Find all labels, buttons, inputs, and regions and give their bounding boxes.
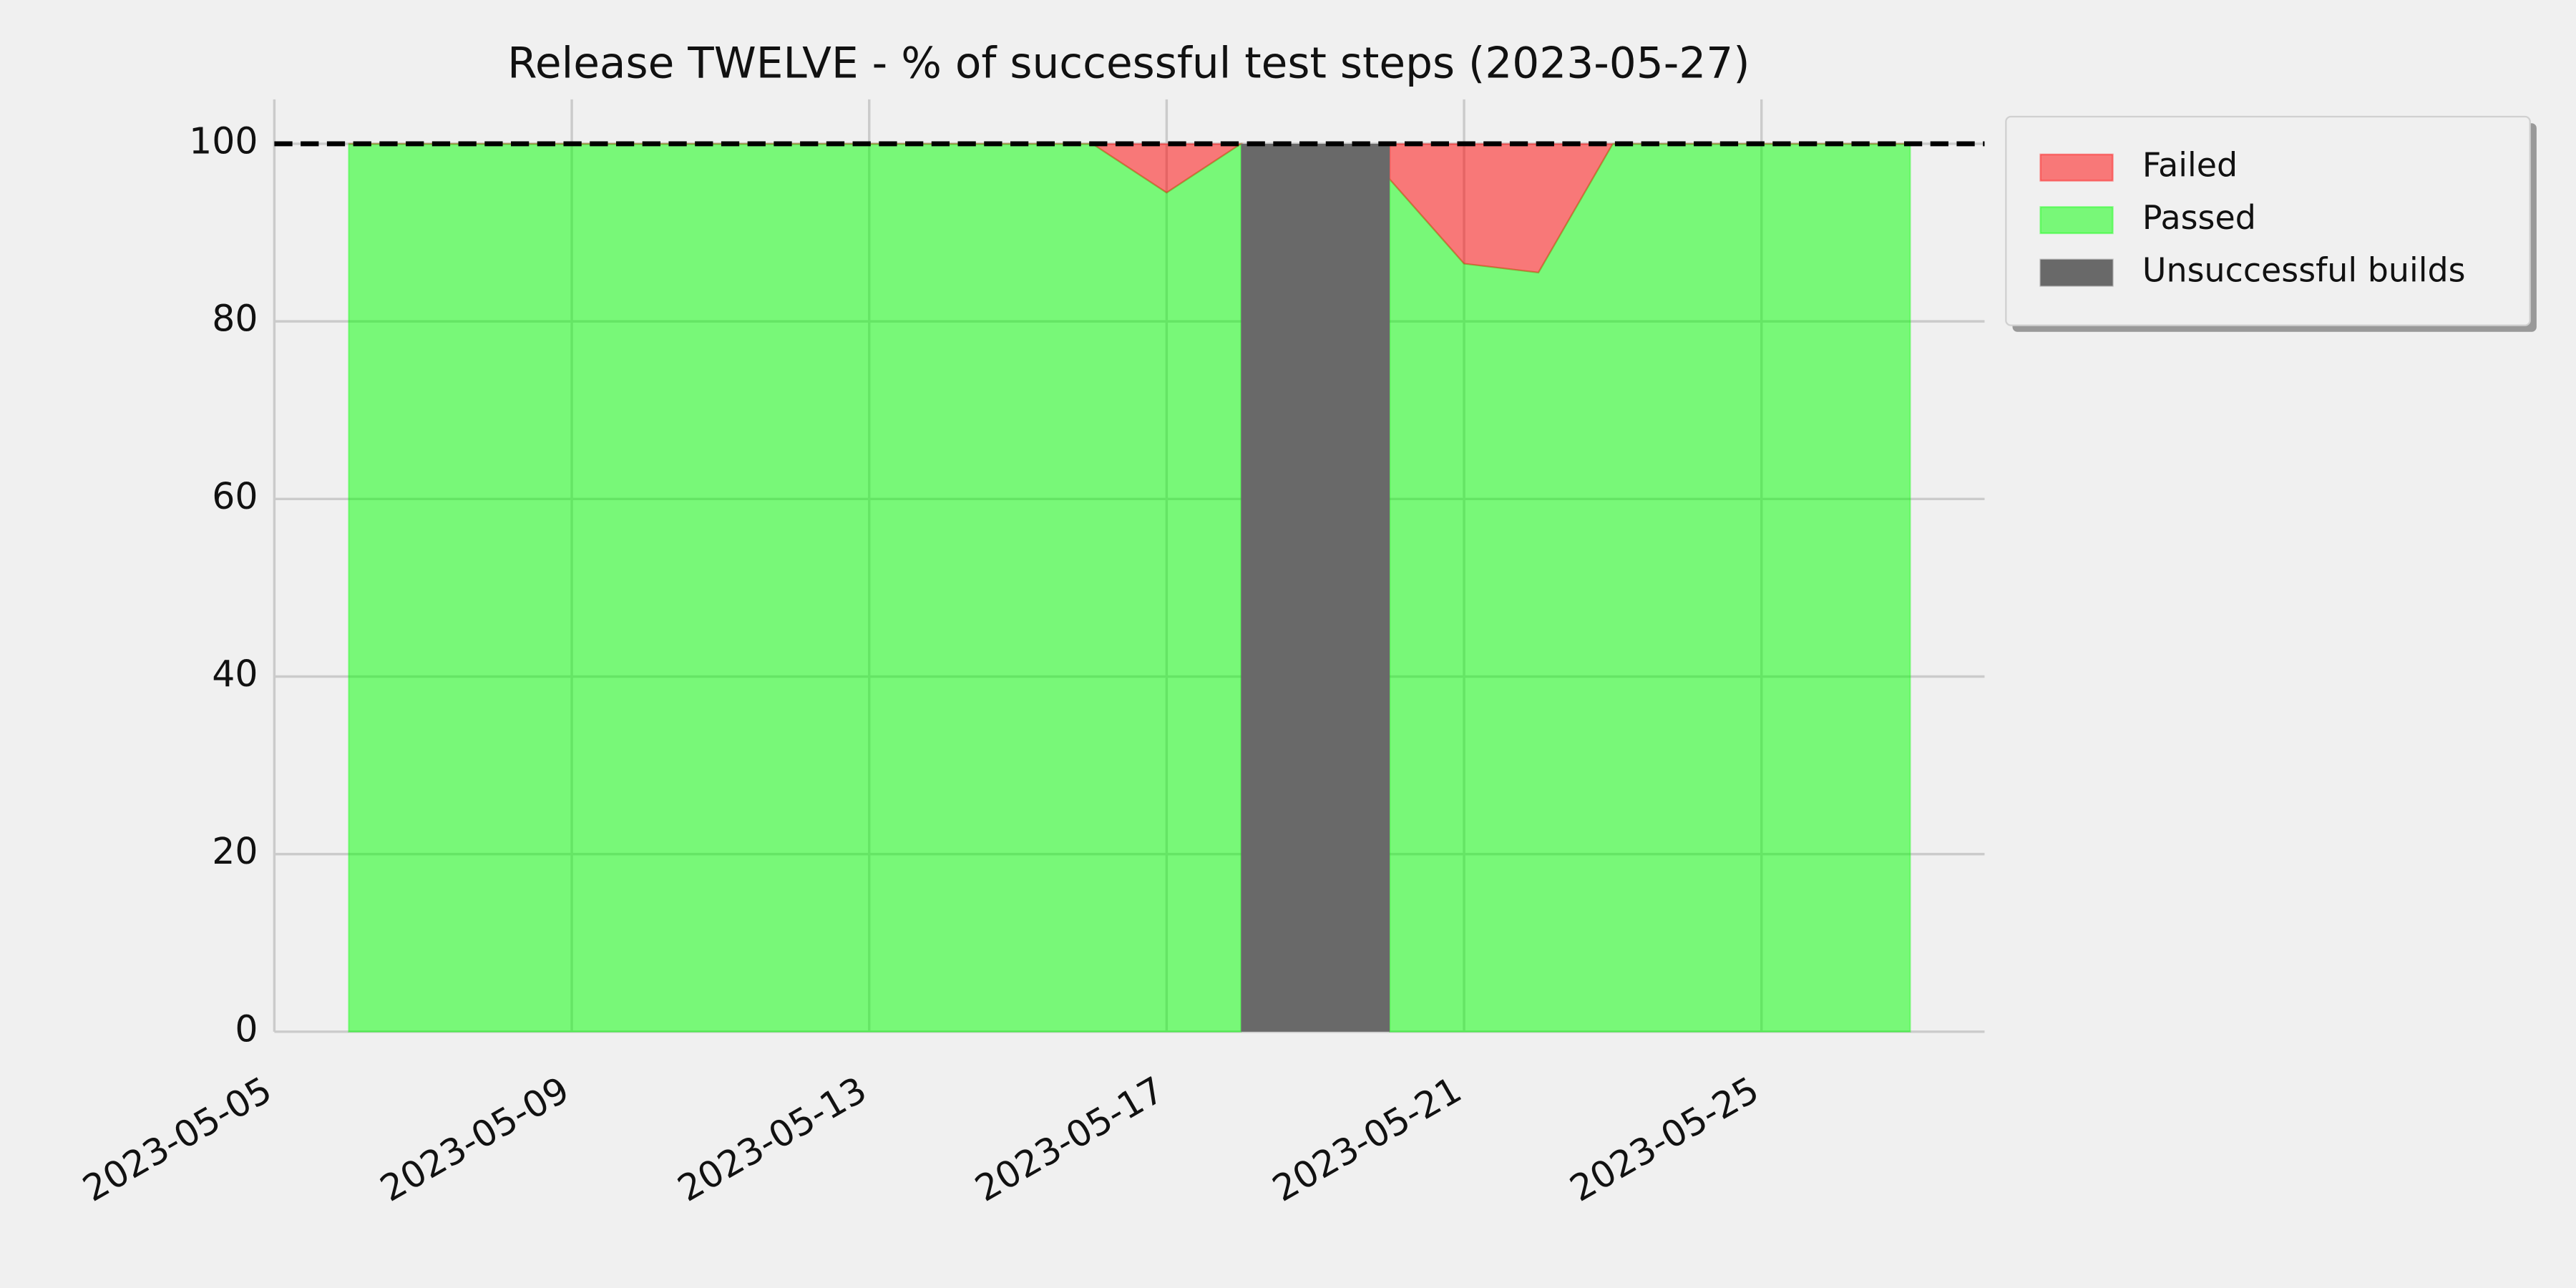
legend-swatch [2039,258,2114,287]
y-tick-label: 80 [212,298,258,340]
legend-swatch [2039,206,2114,235]
unsuccessful-build-bar [1241,143,1390,1032]
y-tick-label: 100 [189,119,258,162]
y-tick-label: 0 [235,1008,258,1050]
y-tick-label: 20 [212,830,258,872]
legend-label: Unsuccessful builds [2142,251,2466,290]
legend-label: Passed [2142,198,2256,237]
chart-title: Release TWELVE - % of successful test st… [507,39,1750,88]
legend-box [2005,115,2531,326]
legend-label: Failed [2142,146,2238,185]
y-tick-label: 60 [212,475,258,517]
area [348,142,1911,1033]
y-tick-label: 40 [212,653,258,695]
legend: Failed Passed Unsuccessful builds [2005,115,2537,332]
legend-swatch [2039,153,2114,182]
